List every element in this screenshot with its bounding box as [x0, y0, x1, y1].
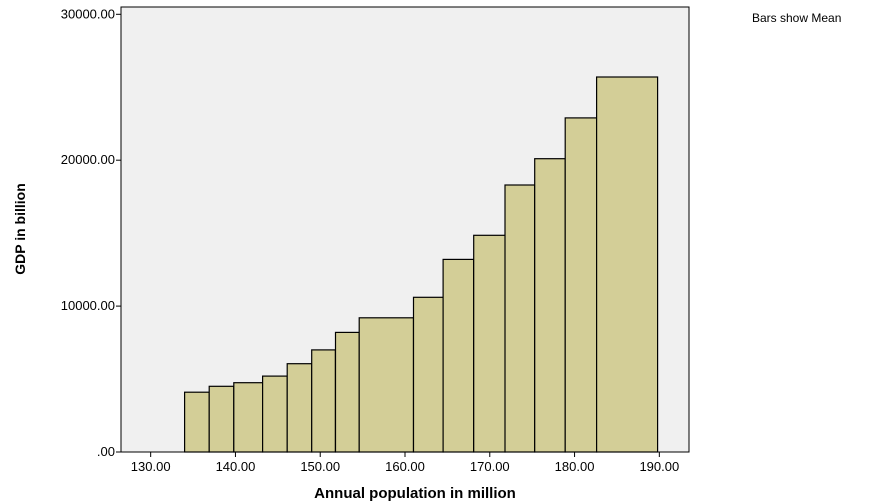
x-tick-label-3: 150.00: [300, 459, 340, 474]
bar-7: [334, 331, 360, 453]
y-tick-label-2: 10000.00: [61, 298, 115, 313]
bar-1: [184, 391, 210, 453]
bar-15: [595, 76, 659, 453]
x-tick-label-5: 170.00: [470, 459, 510, 474]
y-axis-title: GDP in billion: [12, 183, 28, 275]
x-tick-label-4: 160.00: [385, 459, 425, 474]
y-tick-label-1: .00: [97, 444, 115, 459]
bar-3: [233, 382, 264, 453]
bar-11: [473, 234, 506, 453]
bar-5: [286, 363, 313, 453]
bar-14: [564, 117, 598, 453]
x-tick-label-6: 180.00: [555, 459, 595, 474]
bar-2: [208, 385, 235, 453]
bar-4: [262, 375, 288, 453]
bar-10: [442, 258, 475, 453]
bar-6: [311, 349, 337, 453]
x-tick-label-7: 190.00: [639, 459, 679, 474]
bar-9: [412, 296, 444, 453]
x-axis-title: Annual population in million: [314, 485, 516, 502]
x-axis: 130.00 140.00 150.00 160.00 170.00 180.00 190.…: [131, 452, 679, 474]
bar-8: [358, 317, 415, 453]
x-tick-label-2: 140.00: [216, 459, 256, 474]
bar-12: [504, 184, 536, 453]
bar-13: [534, 158, 566, 453]
bars: [184, 76, 659, 453]
y-tick-label-3: 20000.00: [61, 152, 115, 167]
y-axis: .00 10000.00 20000.00 30000.00: [61, 6, 121, 459]
chart-note: Bars show Mean: [752, 11, 842, 25]
x-tick-label-1: 130.00: [131, 459, 171, 474]
y-tick-label-4: 30000.00: [61, 6, 115, 21]
